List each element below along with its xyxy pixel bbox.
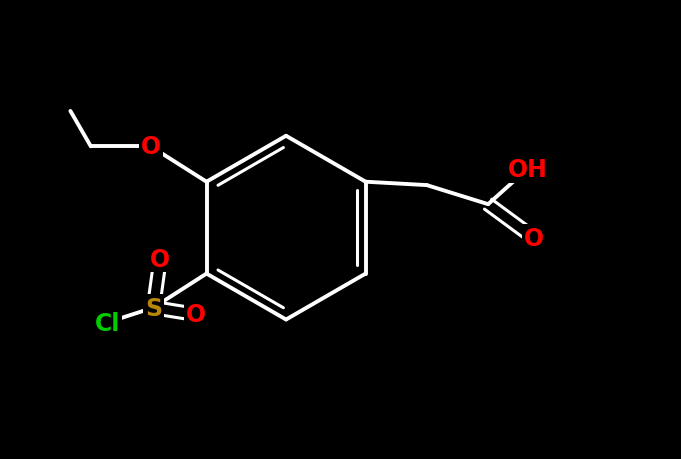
Text: O: O xyxy=(151,247,170,271)
Text: OH: OH xyxy=(507,157,548,181)
Text: O: O xyxy=(524,227,544,251)
Text: O: O xyxy=(141,135,161,159)
Text: Cl: Cl xyxy=(95,311,120,335)
Text: S: S xyxy=(145,296,162,320)
Text: O: O xyxy=(185,303,206,327)
